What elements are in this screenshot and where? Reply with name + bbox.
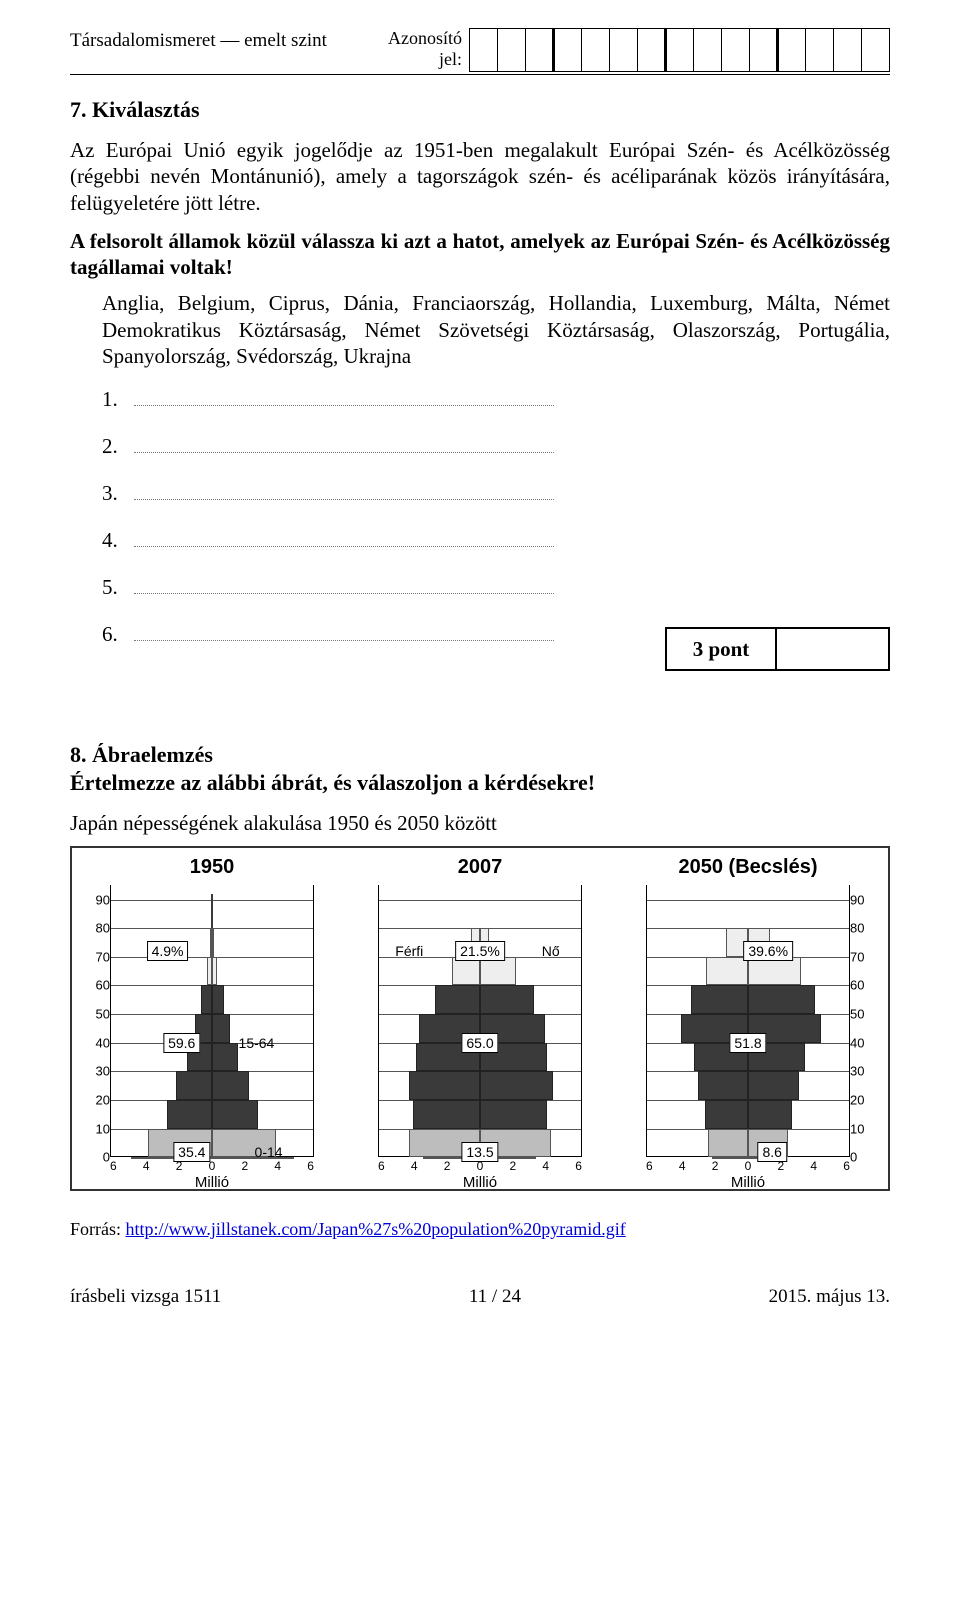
y-axis-right: 9080706050403020100 (850, 885, 878, 1157)
id-cell[interactable] (805, 28, 834, 72)
pyramid-2050: 908070605040302010039.6%51.88.66420246Mi… (614, 885, 882, 1185)
pyramid-1950: 9080706050403020100 4.9% 59.6 15-64 35.4 0-14… (78, 885, 346, 1185)
q8-instruction: Értelmezze az alábbi ábrát, és válaszolj… (70, 770, 595, 795)
chart-label: Férfi (395, 943, 423, 959)
answer-line[interactable]: 5. (102, 573, 890, 600)
answer-dots (134, 620, 554, 641)
id-cell[interactable] (721, 28, 750, 72)
x-axis: 6420246 (646, 1159, 850, 1175)
answer-number: 4. (102, 528, 130, 553)
q7-answer-lines: 1. 2. 3. 4. 5. 6. (102, 385, 890, 647)
id-label-line1: Azonosító (388, 28, 462, 48)
source-prefix: Forrás: (70, 1219, 126, 1239)
pyramid-plot: Férfi21.5%Nő65.013.5 (378, 885, 582, 1157)
chart-annotation: 35.4 (173, 1142, 210, 1162)
id-cell[interactable] (777, 28, 806, 72)
header-subject: Társadalomismeret — emelt szint (70, 28, 327, 52)
id-cell[interactable] (497, 28, 526, 72)
q7-instruction: A felsorolt államok közül válassza ki az… (70, 228, 890, 281)
answer-number: 5. (102, 575, 130, 600)
chart-source: Forrás: http://www.jillstanek.com/Japan%… (70, 1219, 890, 1240)
answer-dots (134, 573, 554, 594)
id-cell[interactable] (693, 28, 722, 72)
chart-annotation: 65.0 (461, 1033, 498, 1053)
pyramid-plot: 4.9%59.615-6435.40-14 (110, 885, 314, 1157)
answer-dots (134, 526, 554, 547)
x-axis-label: Millió (618, 1174, 878, 1191)
score-value[interactable] (775, 627, 890, 671)
answer-line[interactable]: 4. (102, 526, 890, 553)
y-axis-left: 9080706050403020100 (82, 885, 110, 1157)
answer-number: 1. (102, 387, 130, 412)
chart-col-title: 2007 (346, 856, 614, 879)
id-cell[interactable] (609, 28, 638, 72)
chart-annotation: 39.6% (743, 941, 793, 961)
page-footer: írásbeli vizsga 1511 11 / 24 2015. május… (70, 1286, 890, 1308)
answer-number: 3. (102, 481, 130, 506)
q7-options: Anglia, Belgium, Ciprus, Dánia, Franciao… (102, 290, 890, 369)
q8-heading: 8. Ábraelemzés Értelmezze az alábbi ábrá… (70, 741, 890, 796)
id-cell[interactable] (637, 28, 666, 72)
q7-paragraph: Az Európai Unió egyik jogelődje az 1951-… (70, 137, 890, 216)
id-cell[interactable] (665, 28, 694, 72)
chart-label: Nő (542, 943, 560, 959)
answer-line[interactable]: 1. (102, 385, 890, 412)
chart-annotation: 21.5% (455, 941, 505, 961)
chart-annotation: 13.5 (461, 1142, 498, 1162)
x-axis-label: Millió (82, 1174, 342, 1191)
header-id-label: Azonosító jel: (327, 28, 470, 69)
answer-dots (134, 479, 554, 500)
id-grid (470, 28, 890, 72)
q8-title: 8. Ábraelemzés (70, 742, 213, 767)
chart-annotation: 8.6 (758, 1142, 787, 1162)
pyramid-plot: 39.6%51.88.6 (646, 885, 850, 1157)
chart-column-titles: 195020072050 (Becslés) (78, 856, 882, 879)
footer-right: 2015. május 13. (769, 1286, 890, 1308)
x-axis: 6420246 (110, 1159, 314, 1175)
chart-col-title: 1950 (78, 856, 346, 879)
id-cell[interactable] (469, 28, 498, 72)
answer-dots (134, 432, 554, 453)
id-cell[interactable] (581, 28, 610, 72)
answer-line[interactable]: 3. (102, 479, 890, 506)
answer-number: 6. (102, 622, 130, 647)
source-link[interactable]: http://www.jillstanek.com/Japan%27s%20po… (126, 1219, 626, 1239)
chart-label: 15-64 (239, 1035, 275, 1051)
score-box: 3 pont (665, 627, 890, 671)
chart-annotation: 51.8 (729, 1033, 766, 1053)
footer-left: írásbeli vizsga 1511 (70, 1286, 221, 1308)
answer-number: 2. (102, 434, 130, 459)
pyramid-row: 9080706050403020100 4.9% 59.6 15-64 35.4 0-14… (78, 885, 882, 1185)
answer-dots (134, 385, 554, 406)
chart-annotation: 59.6 (163, 1033, 200, 1053)
score-label: 3 pont (665, 627, 775, 671)
id-cell[interactable] (553, 28, 582, 72)
page-header: Társadalomismeret — emelt szint Azonosít… (70, 28, 890, 75)
id-cell[interactable] (525, 28, 554, 72)
q8-subtitle: Japán népességének alakulása 1950 és 205… (70, 810, 890, 836)
id-cell[interactable] (749, 28, 778, 72)
id-label-line2: jel: (439, 49, 462, 69)
pyramid-2007: Férfi21.5%Nő65.013.56420246Millió (346, 885, 614, 1185)
x-axis: 6420246 (378, 1159, 582, 1175)
chart-label: 0-14 (255, 1144, 283, 1160)
population-pyramid-chart: 195020072050 (Becslés) 90807060504030201… (70, 846, 890, 1191)
x-axis-label: Millió (350, 1174, 610, 1191)
answer-line[interactable]: 2. (102, 432, 890, 459)
id-cell[interactable] (833, 28, 862, 72)
q7-title: 7. Kiválasztás (70, 97, 890, 123)
id-cell[interactable] (861, 28, 890, 72)
footer-center: 11 / 24 (469, 1286, 521, 1308)
chart-col-title: 2050 (Becslés) (614, 856, 882, 879)
chart-annotation: 4.9% (147, 941, 189, 961)
